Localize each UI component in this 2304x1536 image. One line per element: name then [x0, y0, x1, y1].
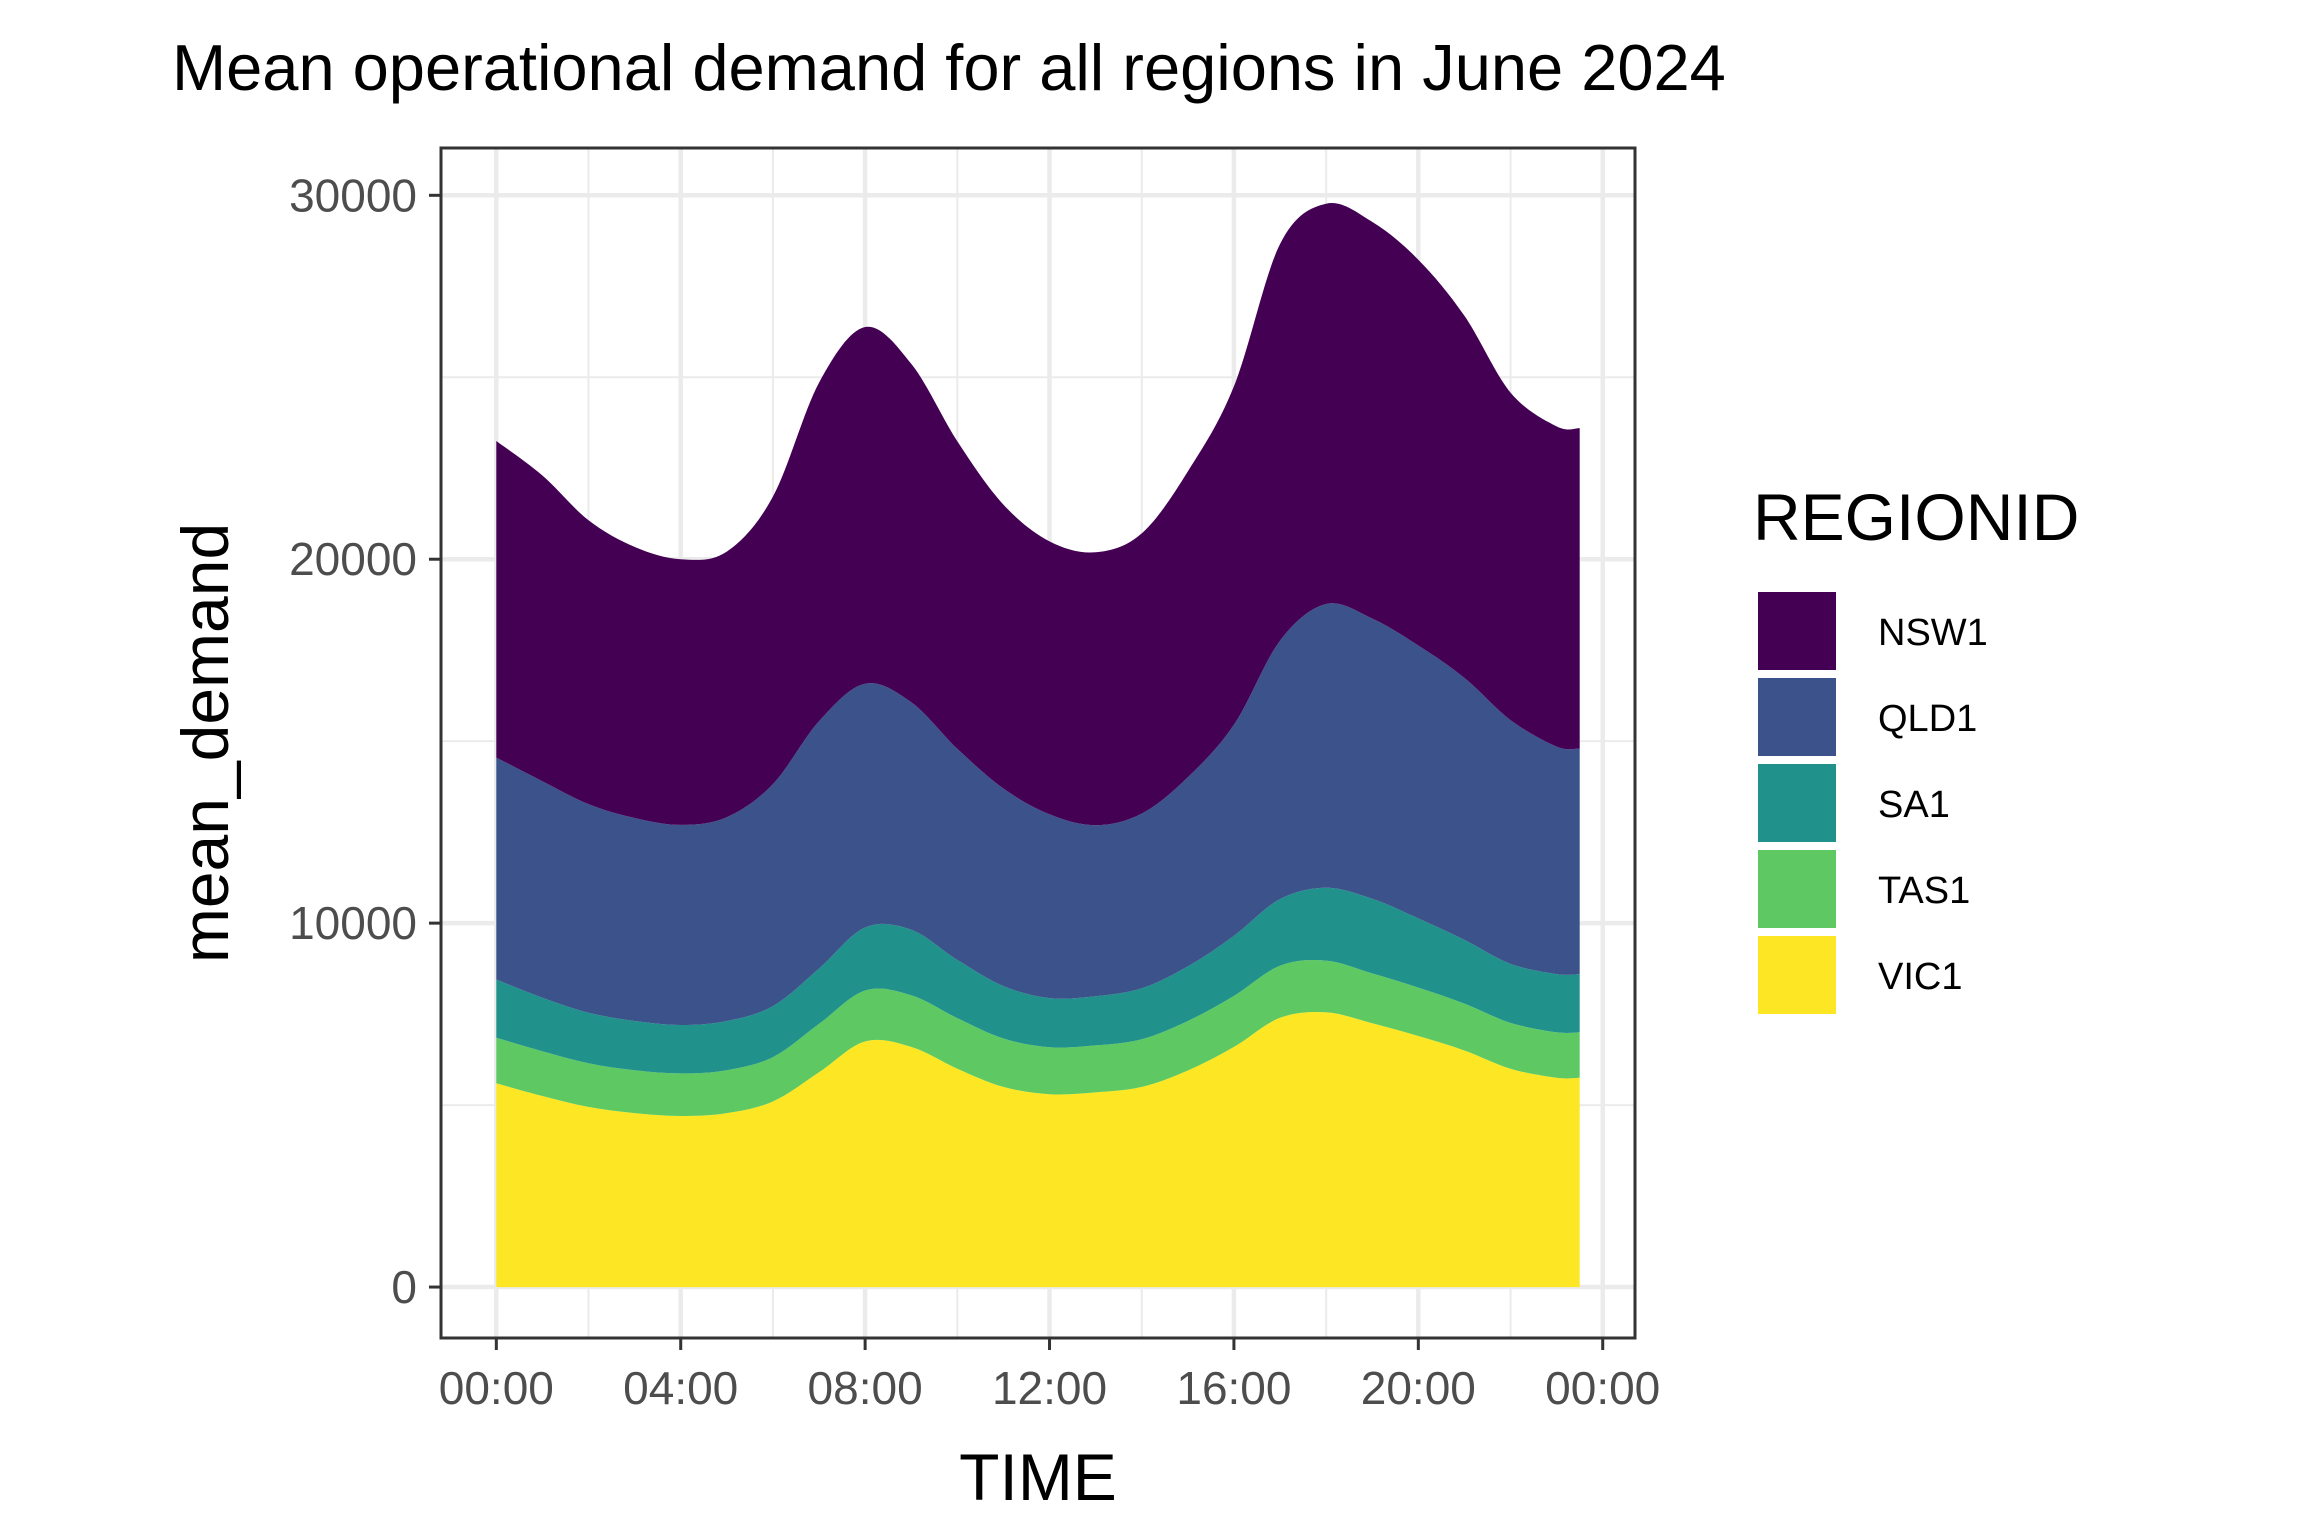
area-vic1: [496, 1011, 1580, 1288]
x-tick-label: 08:00: [808, 1362, 923, 1414]
legend-key-sa1: [1758, 764, 1836, 842]
x-tick-label: 00:00: [1545, 1362, 1660, 1414]
area-tas1: [496, 960, 1580, 1116]
y-tick-label: 20000: [289, 533, 417, 585]
area-qld1: [496, 603, 1580, 1025]
plot-panel-border: [439, 146, 1637, 1340]
x-tick-label: 00:00: [439, 1362, 554, 1414]
y-tick-label: 30000: [289, 169, 417, 221]
legend-title: REGIONID: [1753, 480, 2079, 554]
legend-key-qld1: [1758, 678, 1836, 756]
y-tick-label: 0: [391, 1261, 417, 1313]
legend-label-nsw1: NSW1: [1878, 612, 1988, 654]
legend-label-vic1: VIC1: [1878, 956, 1962, 998]
legend-key-nsw1: [1758, 592, 1836, 670]
x-tick-label: 16:00: [1176, 1362, 1291, 1414]
legend-label-tas1: TAS1: [1878, 870, 1970, 912]
x-axis: 00:00 04:00 08:00 12:00 16:00 20:00 00:00: [439, 1338, 1660, 1414]
chart-title: Mean operational demand for all regions …: [172, 31, 1726, 104]
stacked-areas: [496, 203, 1580, 1288]
y-axis: 0 10000 20000 30000: [289, 169, 441, 1313]
x-tick-label: 12:00: [992, 1362, 1107, 1414]
y-axis-title: mean_demand: [168, 523, 242, 963]
area-nsw1: [496, 203, 1580, 826]
y-tick-label: 10000: [289, 897, 417, 949]
x-tick-label: 20:00: [1361, 1362, 1476, 1414]
legend-key-vic1: [1758, 936, 1836, 1014]
legend: REGIONID NSW1 QLD1 SA1 TAS1 VIC1: [1753, 480, 2079, 1014]
legend-label-qld1: QLD1: [1878, 698, 1977, 740]
legend-label-sa1: SA1: [1878, 784, 1950, 826]
legend-key-tas1: [1758, 850, 1836, 928]
x-axis-title: TIME: [959, 1440, 1117, 1514]
x-tick-label: 04:00: [623, 1362, 738, 1414]
area-sa1: [496, 887, 1580, 1074]
